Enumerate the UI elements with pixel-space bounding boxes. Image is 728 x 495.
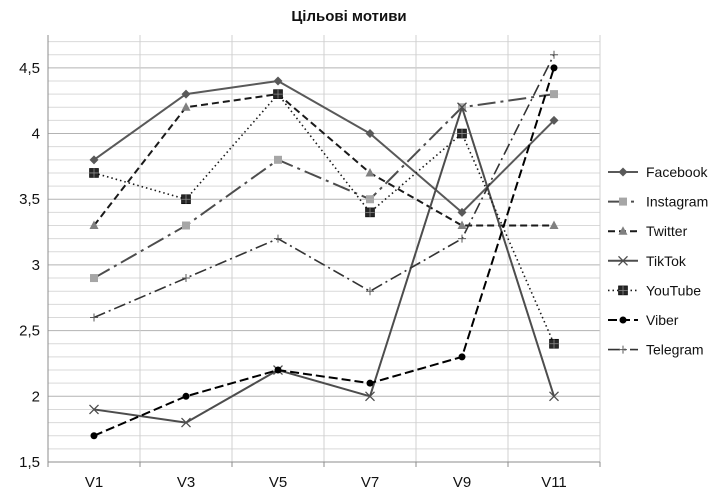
series-facebook [89,76,559,217]
y-tick-label: 4 [32,126,40,143]
data-point-twitter [181,102,191,111]
y-tick-label: 2 [32,388,40,405]
data-point-telegram [458,234,466,243]
data-point-tiktok [365,391,375,402]
data-point-twitter [365,167,375,177]
series-line-youtube [93,93,555,345]
x-tick-label: V7 [361,474,379,491]
data-point-viber [182,392,190,400]
chart-title: Цільові мотиви [291,8,406,25]
series-line-tiktok [93,106,555,424]
data-point-telegram [182,274,190,283]
x-tick-label: V9 [453,474,471,491]
data-point-tiktok [89,404,99,415]
data-point-facebook [549,115,559,125]
x-axis: V1 V3 V5 V7 V9 V11 [47,462,601,491]
legend-marker-twitter [618,226,628,235]
marker-pattern [549,339,559,349]
data-point-facebook [181,89,191,99]
series-line-telegram [93,54,555,319]
data-point-telegram [366,287,374,296]
legend-marker-facebook [618,167,628,177]
series-line-facebook [93,79,555,214]
data-point-youtube [457,128,467,139]
data-point-youtube [273,89,283,99]
series-line-twitter [93,93,554,227]
legend-item-facebook: Facebook [608,164,708,180]
data-point-viber [90,432,98,440]
legend-marker-instagram [619,197,627,206]
data-point-tiktok [181,417,191,428]
data-point-telegram [90,313,98,322]
legend-label-viber: Viber [646,312,679,328]
legend-item-tiktok: TikTok [608,253,687,269]
marker-pattern [457,129,467,139]
data-point-tiktok [549,391,559,402]
series-line-viber [93,67,555,437]
data-point-telegram [550,50,558,59]
legend-label-tiktok: TikTok [646,253,687,269]
y-tick-label: 3 [32,257,40,274]
x-tick-label: V11 [541,474,567,491]
legend-label-youtube: YouTube [646,282,701,298]
y-tick-label: 3,5 [19,191,40,208]
data-point-instagram [182,221,190,230]
legend-item-telegram: Telegram [608,342,704,358]
grid [47,35,601,463]
data-point-youtube [549,338,559,349]
series-youtube [89,89,559,349]
legend-label-facebook: Facebook [646,164,708,180]
legend-label-instagram: Instagram [646,194,708,210]
data-point-facebook [457,207,467,217]
series-group [89,50,559,440]
data-point-youtube [365,207,375,218]
legend-label-twitter: Twitter [646,223,688,239]
y-tick-label: 2,5 [19,323,40,340]
data-point-instagram [274,155,282,164]
x-tick-label: V3 [177,474,195,491]
data-point-youtube [181,194,191,205]
marker-pattern [365,207,375,217]
marker-pattern [89,168,99,178]
series-telegram [90,50,558,322]
data-point-viber [274,366,282,374]
marker-pattern [618,285,628,295]
legend-label-telegram: Telegram [646,342,704,358]
data-point-facebook [89,155,99,165]
legend: Facebook Instagram Twitter TikTok YouTube Vib… [608,164,708,358]
data-point-viber [366,379,374,387]
data-point-viber [550,64,558,72]
data-point-youtube [89,168,99,178]
data-point-facebook [273,76,283,86]
series-viber [90,64,558,440]
y-tick-label: 1,5 [19,454,40,471]
legend-marker-viber [619,316,627,324]
data-point-viber [458,353,466,361]
y-axis-ticks: 1,5 2 2,5 3 3,5 4 4,5 [19,60,40,471]
data-point-telegram [274,234,282,243]
legend-item-instagram: Instagram [608,194,708,210]
data-point-instagram [550,90,558,99]
data-point-tiktok [457,102,467,113]
legend-item-youtube: YouTube [608,282,701,298]
x-tick-label: V5 [269,474,287,491]
data-point-facebook [365,129,375,139]
legend-marker-tiktok [618,255,628,266]
y-tick-label: 4,5 [19,60,40,77]
data-point-twitter [457,220,467,230]
marker-pattern [273,89,283,99]
legend-marker-youtube [618,285,628,296]
legend-marker-telegram [619,345,627,354]
x-tick-label: V1 [85,474,103,491]
legend-item-twitter: Twitter [608,223,688,239]
marker-pattern [181,194,191,204]
legend-item-viber: Viber [608,312,679,328]
data-point-instagram [90,274,98,283]
data-point-twitter [89,220,99,230]
data-point-twitter [549,220,559,230]
data-point-instagram [366,195,374,204]
